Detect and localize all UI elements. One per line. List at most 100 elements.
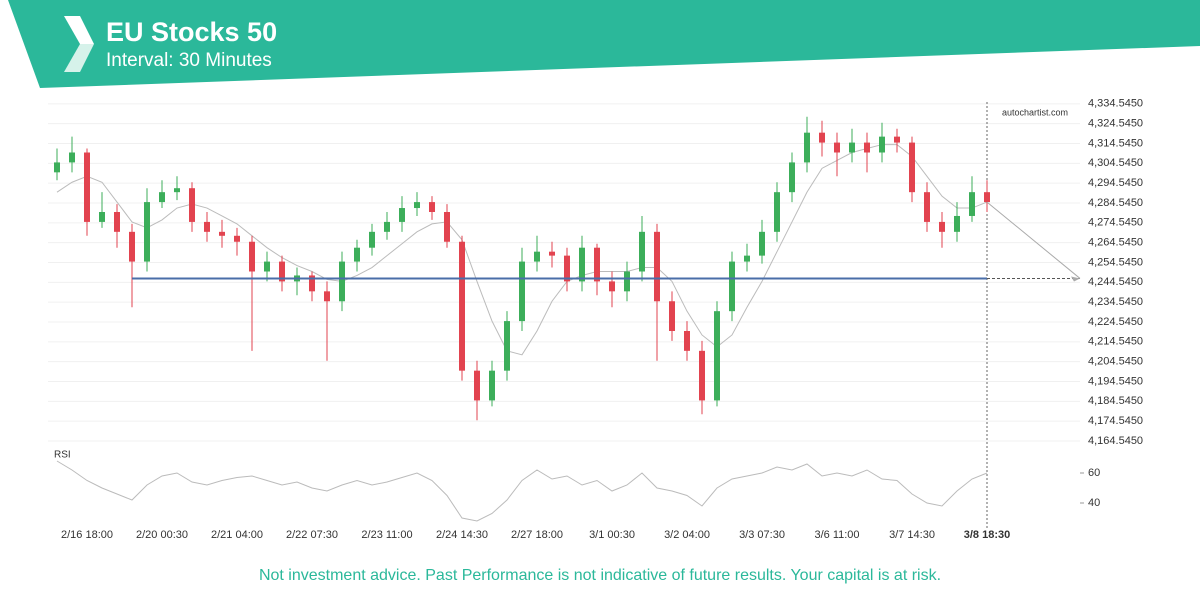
candle-body — [504, 321, 510, 371]
logo — [64, 16, 94, 72]
x-tick-label: 2/20 00:30 — [136, 529, 188, 541]
y-tick-label: 4,164.5450 — [1088, 435, 1143, 447]
candle-body — [84, 152, 90, 222]
candle-body — [564, 255, 570, 282]
candle-body — [909, 142, 915, 193]
x-tick-label: 3/2 04:00 — [664, 529, 710, 541]
source: autochartist.com — [1002, 107, 1068, 117]
candle-body — [354, 247, 360, 262]
y-tick-label: 4,224.5450 — [1088, 316, 1143, 328]
candle-body — [969, 192, 975, 216]
candle-body — [414, 202, 420, 209]
candle-body — [324, 291, 330, 302]
candle-body — [729, 261, 735, 312]
candle-body — [579, 247, 585, 282]
y-tick-label: 4,174.5450 — [1088, 415, 1143, 427]
candle-body — [864, 142, 870, 153]
candle-body — [69, 152, 75, 163]
y-tick-label: 4,254.5450 — [1088, 256, 1143, 268]
candle-body — [474, 370, 480, 401]
candle-body — [894, 136, 900, 143]
candle-body — [519, 261, 525, 322]
y-tick-label: 4,194.5450 — [1088, 375, 1143, 387]
candle-body — [879, 136, 885, 153]
candle-body — [219, 231, 225, 236]
sma-line — [56, 144, 988, 356]
candle-body — [624, 271, 630, 292]
y-tick-label: 4,204.5450 — [1088, 356, 1143, 368]
candle-body — [819, 132, 825, 143]
candle-body — [384, 221, 390, 232]
chart-subtitle: Interval: 30 Minutes — [106, 50, 272, 71]
rsi-line — [56, 460, 988, 522]
candle-body — [54, 162, 60, 173]
candle-body — [639, 231, 645, 272]
candle-body — [759, 231, 765, 256]
candle-body — [129, 231, 135, 262]
x-tick-label: 3/8 18:30 — [964, 529, 1010, 541]
rsi-tick-label: 40 — [1088, 497, 1100, 509]
y-tick-label: 4,244.5450 — [1088, 276, 1143, 288]
x-tick-label: 3/1 00:30 — [589, 529, 635, 541]
x-tick-label: 2/23 11:00 — [361, 529, 412, 541]
candle-body — [534, 251, 540, 262]
candle-body — [924, 192, 930, 222]
candle-body — [444, 212, 450, 242]
candle-body — [279, 261, 285, 282]
x-tick-label: 2/27 18:00 — [511, 529, 563, 541]
candle-body — [609, 281, 615, 292]
candle-body — [834, 142, 840, 153]
candle-body — [459, 241, 465, 371]
y-tick-label: 4,314.5450 — [1088, 137, 1143, 149]
forecast-arrow — [986, 201, 1081, 279]
x-tick-label: 2/16 18:00 — [61, 529, 113, 541]
candle-body — [264, 261, 270, 272]
candle-body — [189, 188, 195, 222]
candle-body — [114, 212, 120, 232]
candle-body — [204, 221, 210, 232]
x-tick-label: 2/24 14:30 — [436, 529, 488, 541]
candle-body — [399, 208, 405, 222]
y-tick-label: 4,324.5450 — [1088, 118, 1143, 130]
rsi-label: RSI — [54, 450, 71, 461]
arrow-head — [1071, 276, 1080, 282]
x-tick-label: 2/22 07:30 — [286, 529, 338, 541]
candle-body — [744, 255, 750, 262]
candle-body — [144, 202, 150, 262]
candle-body — [849, 142, 855, 153]
x-tick-label: 2/21 04:00 — [211, 529, 263, 541]
y-tick-label: 4,234.5450 — [1088, 296, 1143, 308]
candle-body — [789, 162, 795, 193]
candle-body — [339, 261, 345, 302]
y-tick-label: 4,334.5450 — [1088, 98, 1143, 110]
disclaimer: Not investment advice. Past Performance … — [259, 567, 941, 584]
candle-body — [549, 251, 555, 256]
candle-body — [489, 370, 495, 401]
candle-body — [684, 331, 690, 351]
rsi-tick-label: 60 — [1088, 467, 1100, 479]
x-tick-label: 3/7 14:30 — [889, 529, 935, 541]
candle-body — [174, 188, 180, 193]
candle-body — [804, 132, 810, 163]
y-tick-label: 4,304.5450 — [1088, 157, 1143, 169]
header-band — [8, 0, 1200, 88]
candle-body — [234, 235, 240, 242]
candle-body — [774, 192, 780, 232]
y-tick-label: 4,184.5450 — [1088, 395, 1143, 407]
y-tick-label: 4,294.5450 — [1088, 177, 1143, 189]
candle-body — [669, 301, 675, 331]
y-tick-label: 4,264.5450 — [1088, 237, 1143, 249]
candle-body — [159, 192, 165, 203]
candle-body — [594, 247, 600, 282]
chart-title: EU Stocks 50 — [106, 17, 277, 47]
candle-body — [939, 221, 945, 232]
x-tick-label: 3/6 11:00 — [814, 529, 859, 541]
candle-body — [699, 350, 705, 401]
x-tick-label: 3/3 07:30 — [739, 529, 785, 541]
candle-body — [249, 241, 255, 272]
candle-body — [99, 212, 105, 222]
candle-body — [654, 231, 660, 302]
candle-body — [429, 202, 435, 212]
